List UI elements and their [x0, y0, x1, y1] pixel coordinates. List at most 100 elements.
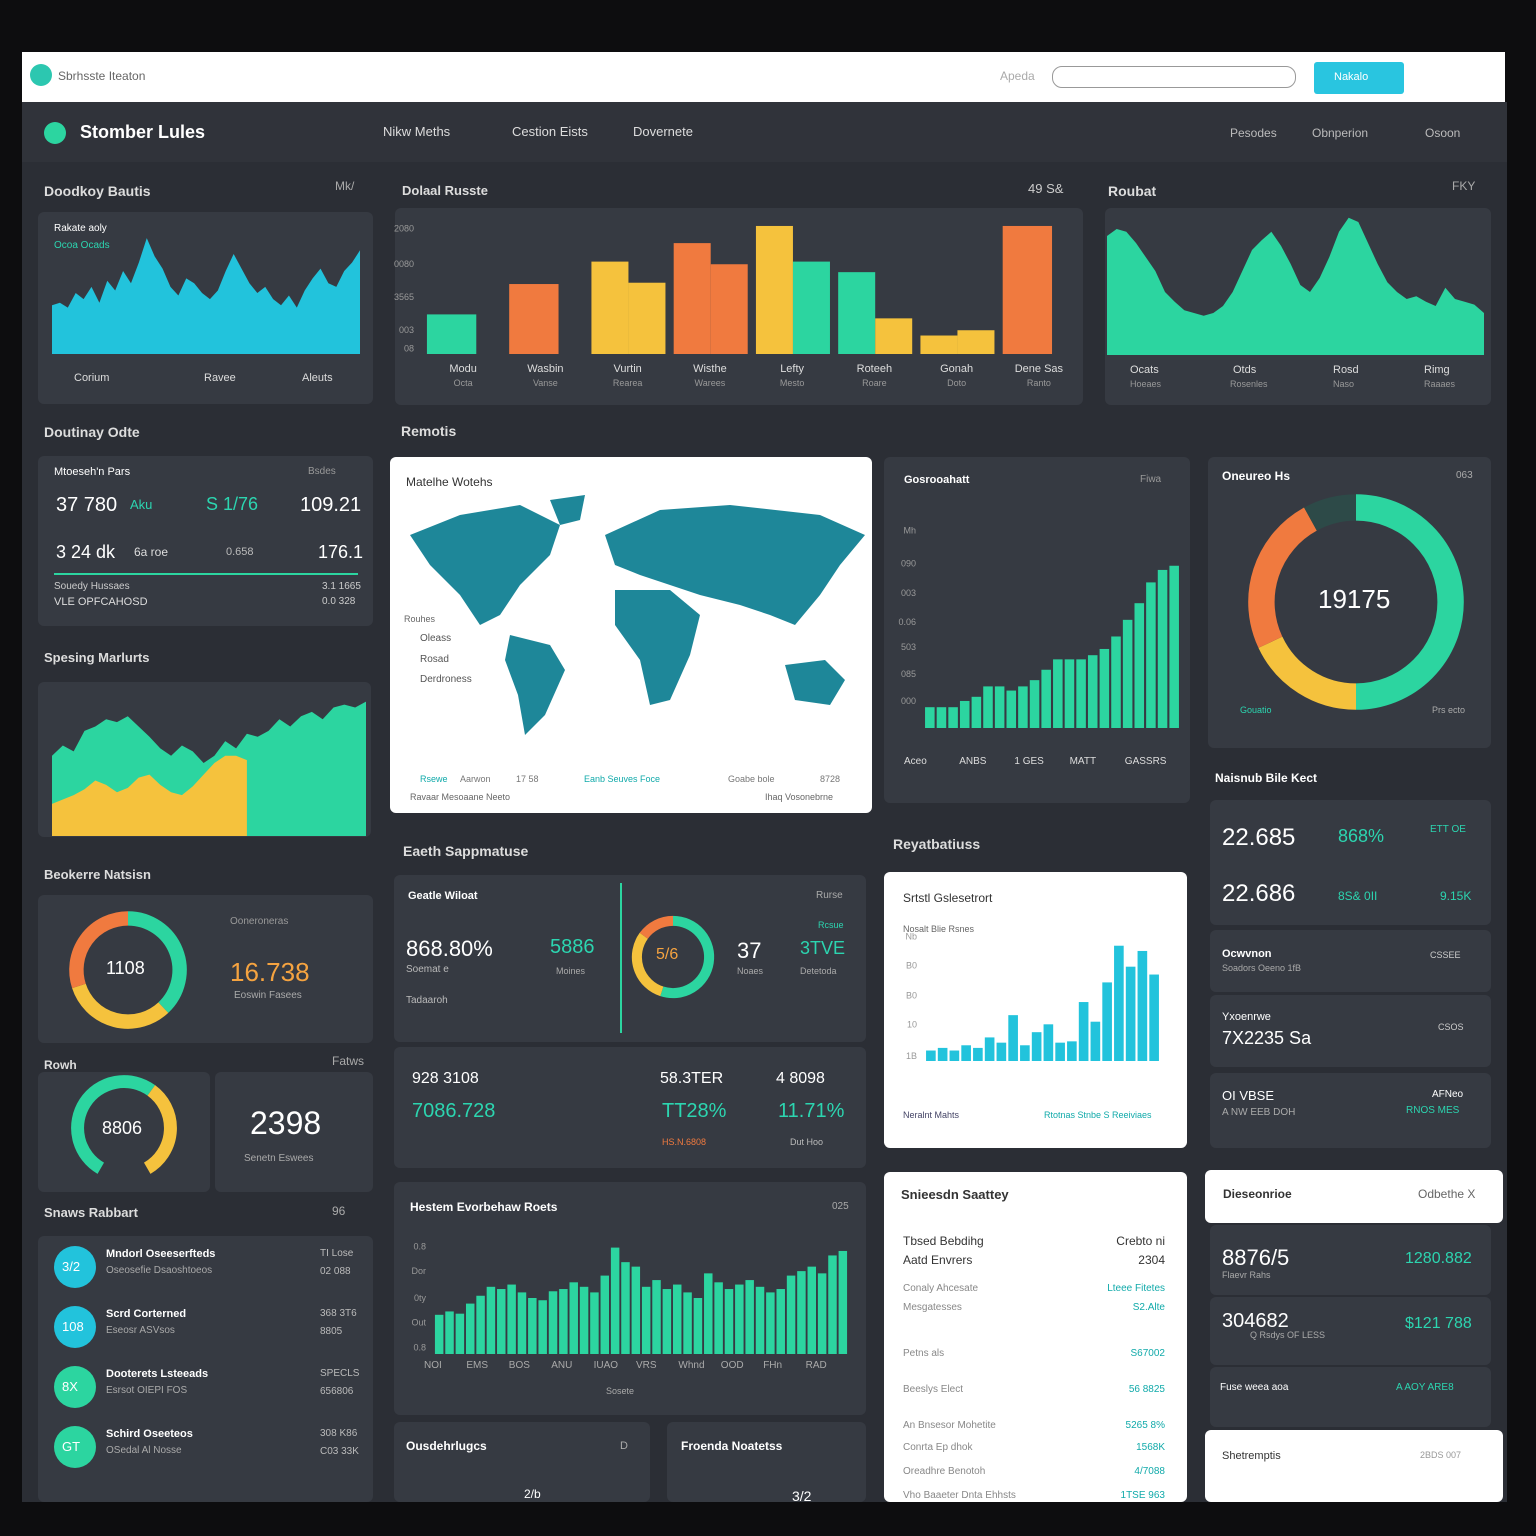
header	[22, 102, 1507, 162]
bar	[1018, 686, 1028, 728]
bar	[590, 1292, 599, 1354]
dist-items: 1280.882	[1405, 1250, 1472, 1267]
panel	[1210, 800, 1491, 925]
x-sub-label: Vanse	[533, 378, 558, 388]
map-bottom: Ihaq Vosonebrne	[765, 792, 834, 802]
bar	[426, 314, 477, 354]
peaks-sublabels: Naso	[1333, 379, 1355, 389]
chart: Nb B0 B0 10 1B	[905, 932, 1159, 1061]
y-tick-label: 0.8	[413, 1342, 426, 1352]
kpi-items: 7X2235 Sa	[1222, 1028, 1312, 1048]
map-footer: 17 58	[516, 774, 539, 784]
bar	[445, 1311, 454, 1354]
stats-kpis: Aku	[130, 497, 153, 512]
list-items-value: 308 K86	[320, 1428, 358, 1439]
bar	[662, 1289, 672, 1354]
peaks-sublabels: Hoeaes	[1130, 379, 1162, 389]
table-rows: Conaly Ahcesate	[903, 1283, 979, 1294]
perf-value-2: 5886	[550, 936, 595, 958]
x-tick-label: RAD	[805, 1360, 827, 1371]
list-items-badge: 108	[62, 1319, 84, 1334]
table-rows: 1568K	[1136, 1442, 1165, 1453]
x-tick-label: Modu	[449, 363, 477, 375]
table-rows: 1TSE 963	[1120, 1490, 1165, 1501]
x-tick-label: 1 GES	[1014, 756, 1044, 767]
totals: TT28%	[662, 1100, 727, 1122]
panel	[38, 1236, 373, 1502]
arc	[631, 932, 664, 997]
traffic-title: Doodkoy Bautis	[44, 183, 151, 199]
totals: Dut Hoo	[790, 1137, 824, 1147]
table-rows: Mesgatesses	[903, 1302, 962, 1313]
divider	[620, 883, 622, 1033]
bar	[1137, 950, 1148, 1061]
kpi-title: Naisnub Bile Kect	[1215, 771, 1318, 785]
map-footer: Aarwon	[460, 774, 491, 784]
y-tick-label: 2080	[394, 224, 414, 234]
header-title: Stomber Lules	[80, 122, 206, 142]
bar	[465, 1303, 475, 1354]
kpi-items: 9.15K	[1440, 889, 1472, 903]
y-tick-label: 090	[901, 559, 916, 569]
browser-button: Nakalo	[1334, 71, 1369, 83]
x-sub-label: Roare	[862, 378, 887, 388]
map-footer: 8728	[820, 774, 841, 784]
traffic-corner: Mk/	[335, 179, 355, 193]
bar	[1102, 982, 1112, 1061]
map-legend: Rosad	[420, 654, 449, 665]
bar	[1008, 1015, 1018, 1061]
dist-items: 304682	[1222, 1310, 1289, 1332]
y-tick-label: Out	[411, 1318, 426, 1328]
table-card: Snieesdn Saattey	[901, 1187, 1009, 1202]
spend-title: Spesing Marlurts	[44, 650, 150, 665]
ring-title: Oneureo Hs	[1222, 469, 1291, 483]
map-section: Remotis	[401, 423, 457, 439]
bar	[745, 1280, 754, 1354]
button[interactable]	[1314, 62, 1404, 94]
dist-items: Odbethe X	[1418, 1187, 1476, 1201]
gauge-corner: Fatws	[332, 1054, 365, 1068]
map-card-title: Matelhe Wotehs	[406, 475, 493, 489]
stats-kpis: 0.658	[226, 546, 254, 558]
hist-corner: 025	[832, 1201, 849, 1212]
bar	[959, 700, 970, 728]
bar	[786, 1275, 796, 1354]
table-rows: Tbsed Bebdihg	[903, 1234, 984, 1248]
x-tick-label: Aceo	[904, 756, 927, 767]
y-tick-label: 3565	[394, 292, 414, 302]
totals: 4 8098	[776, 1070, 825, 1087]
list-items-name: Scrd Corterned	[106, 1308, 187, 1320]
small-corner: D	[620, 1440, 628, 1452]
bar	[828, 1255, 837, 1354]
bar	[973, 1047, 983, 1061]
x-tick-label: VRS	[636, 1360, 657, 1371]
bar	[710, 264, 748, 354]
bar	[971, 696, 982, 728]
table-rows: Aatd Envrers	[903, 1253, 973, 1267]
perf-note: Tadaaroh	[406, 995, 448, 1006]
kpi-items: Ocwvnon	[1222, 948, 1272, 960]
kpi-items: A NW EEB DOH	[1222, 1107, 1296, 1118]
balance-sub: Eoswin Fasees	[234, 990, 302, 1001]
perf-tag: Rcsue	[818, 920, 844, 930]
bar	[1031, 1032, 1042, 1061]
list-items-value: 368 3T6	[320, 1308, 357, 1319]
stats-corner: Bsdes	[308, 466, 336, 477]
search-box[interactable]	[1052, 66, 1296, 88]
stats-kpis: 37 780	[56, 494, 118, 516]
panel	[38, 456, 373, 626]
bar	[1157, 569, 1168, 728]
chart	[69, 911, 187, 1029]
bar	[797, 1271, 806, 1354]
bar	[548, 1291, 558, 1354]
bar	[476, 1295, 485, 1354]
y-tick-label: 10	[907, 1019, 917, 1029]
bar	[579, 1286, 589, 1354]
bar	[735, 1284, 744, 1354]
bar	[672, 1284, 682, 1354]
bar	[996, 1042, 1007, 1061]
traffic-labels: Aleuts	[302, 372, 333, 384]
area	[52, 238, 360, 354]
panel	[394, 875, 866, 1042]
